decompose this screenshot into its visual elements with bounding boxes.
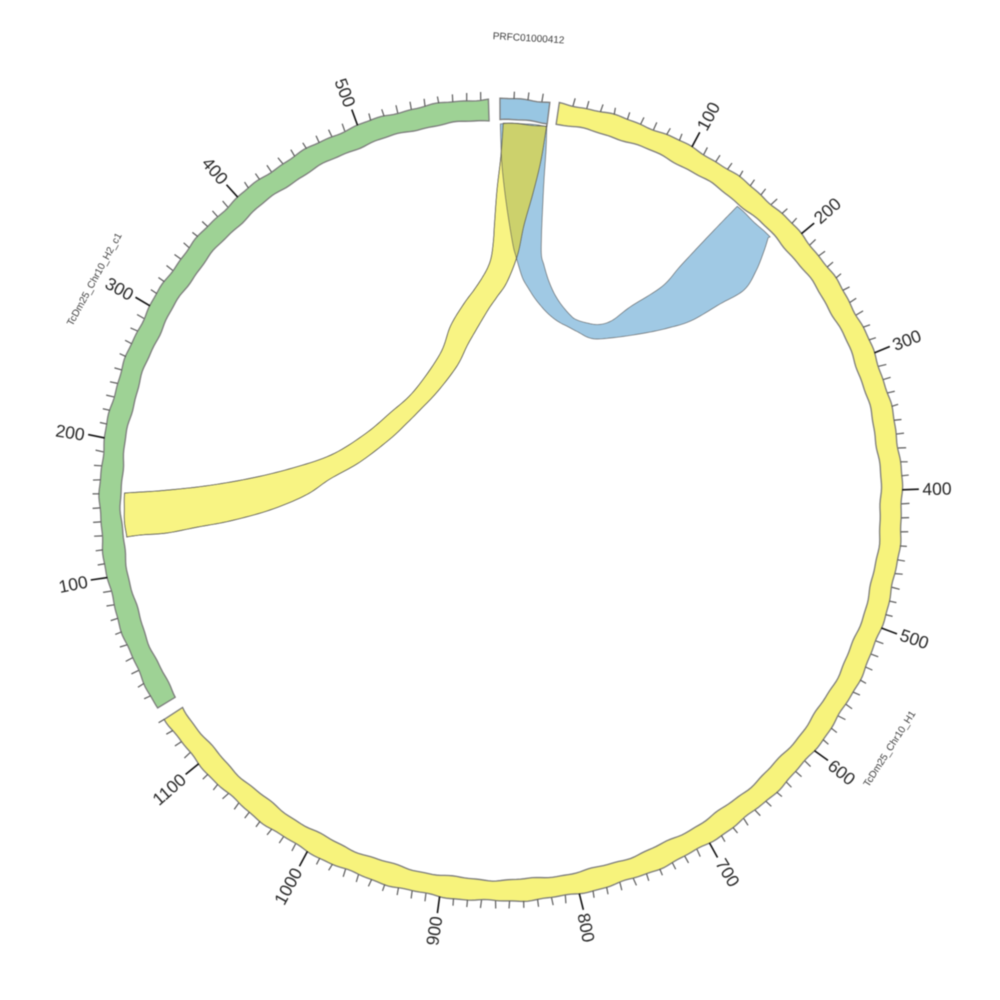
svg-text:PRFC01000412: PRFC01000412 <box>492 31 565 46</box>
svg-text:900: 900 <box>422 915 446 947</box>
svg-text:200: 200 <box>54 420 86 444</box>
svg-text:400: 400 <box>922 479 952 500</box>
